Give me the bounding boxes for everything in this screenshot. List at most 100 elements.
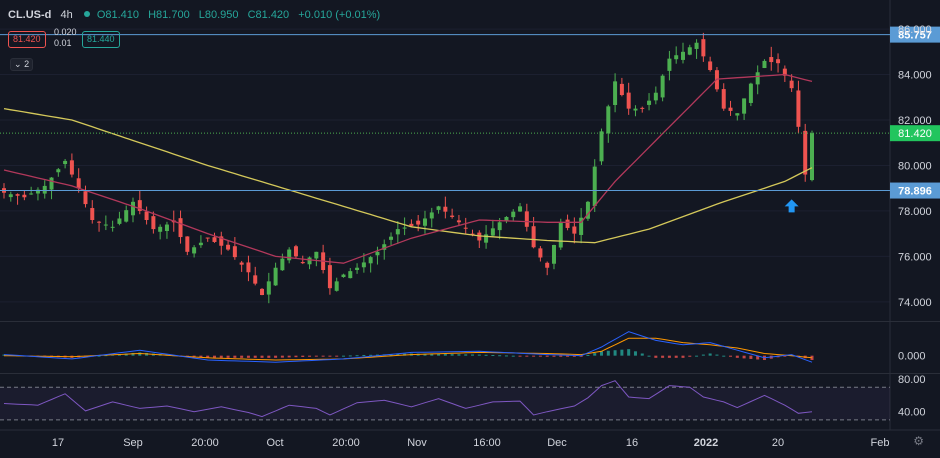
timeframe-label[interactable]: 4h	[60, 9, 73, 21]
macd-histogram-bar	[742, 355, 746, 359]
candle-body	[260, 288, 265, 295]
candle-body	[755, 72, 760, 85]
candle-body	[558, 222, 563, 248]
macd-histogram-bar	[518, 355, 522, 357]
candle-body	[742, 98, 747, 114]
ma-slow-line	[3, 107, 813, 244]
gear-icon[interactable]: ⚙	[913, 434, 924, 448]
candle-body	[721, 89, 726, 109]
macd-histogram-bar	[620, 349, 624, 356]
candle-body	[151, 216, 156, 230]
candle-body	[198, 242, 203, 246]
candle-body	[422, 218, 427, 226]
macd-histogram-bar	[226, 355, 230, 358]
candle-body	[565, 219, 570, 228]
macd-histogram-bar	[375, 354, 379, 356]
macd-histogram-bar	[600, 351, 604, 356]
candle-body	[667, 58, 672, 71]
candle-body	[239, 262, 244, 265]
macd-histogram-bar	[2, 354, 6, 356]
candle-body	[280, 258, 285, 271]
time-tick-label: Feb	[871, 437, 890, 449]
buy-button[interactable]: 81.440	[82, 31, 120, 48]
macd-histogram-bar	[287, 355, 291, 358]
candle-body	[307, 257, 312, 265]
candle-body	[29, 193, 34, 195]
candle-body	[192, 247, 197, 254]
collapse-indicators-button[interactable]: ⌄ 2	[10, 58, 34, 71]
candle-body	[212, 237, 217, 242]
up-arrow-icon	[784, 199, 799, 213]
candle-body	[633, 108, 638, 111]
candle-body	[137, 200, 142, 211]
macd-histogram-bar	[294, 355, 298, 358]
macd-pane	[2, 331, 814, 363]
macd-histogram-bar	[253, 355, 257, 358]
macd-histogram-bar	[525, 355, 529, 357]
candle-body	[69, 160, 74, 175]
macd-histogram-bar	[301, 355, 305, 357]
macd-histogram-bar	[722, 355, 726, 357]
candle-body	[124, 210, 129, 222]
candle-body	[35, 189, 40, 194]
macd-histogram-bar	[192, 355, 196, 357]
time-tick-label: 20	[772, 437, 784, 449]
candles	[2, 32, 814, 304]
macd-axis-label: 0.000	[898, 351, 926, 363]
candle-body	[443, 206, 448, 212]
candle-body	[524, 211, 529, 227]
candle-body	[490, 228, 495, 236]
candle-body	[110, 226, 115, 228]
price-tick-label: 76.000	[898, 251, 932, 263]
candle-body	[436, 206, 441, 210]
candle-body	[205, 237, 210, 239]
sell-button[interactable]: 81.420	[8, 31, 46, 48]
last-price-label: 81.420	[898, 128, 932, 140]
macd-histogram-bar	[260, 355, 264, 358]
time-tick-label: 16	[626, 437, 638, 449]
macd-histogram-bar	[606, 350, 610, 356]
candle-body	[131, 201, 136, 216]
macd-histogram-bar	[559, 355, 563, 357]
macd-histogram-bar	[430, 353, 434, 356]
macd-histogram-bar	[280, 355, 284, 358]
macd-histogram-bar	[729, 355, 733, 357]
macd-histogram-bar	[389, 354, 393, 356]
time-tick-label: Dec	[547, 437, 567, 449]
close-value: C81.420	[247, 9, 290, 21]
candle-body	[42, 185, 47, 194]
candle-body	[164, 224, 169, 232]
macd-histogram-bar	[538, 355, 542, 357]
macd-histogram-bar	[212, 355, 216, 358]
candle-body	[687, 47, 692, 55]
macd-histogram-bar	[267, 355, 271, 358]
horizontal-line-tag	[890, 182, 940, 199]
indicator-count: 2	[24, 59, 30, 69]
candle-body	[810, 133, 814, 181]
horizontal-lines[interactable]: 85.757 78.896 81.420	[0, 26, 940, 213]
macd-histogram-bar	[138, 352, 142, 356]
candle-body	[680, 51, 685, 60]
macd-histogram-bar	[341, 355, 345, 357]
macd-histogram-bar	[437, 353, 441, 356]
macd-histogram-bar	[613, 350, 617, 356]
horizontal-line-tag	[890, 26, 940, 43]
macd-histogram-bar	[491, 355, 495, 357]
time-tick-label: Oct	[266, 437, 283, 449]
time-tick-label: 20:00	[191, 437, 219, 449]
candle-body	[103, 224, 108, 226]
axes: 86.000 84.000 82.000 80.000 78.000 76.000 74.0…	[52, 24, 932, 449]
macd-histogram-bar	[532, 355, 536, 357]
symbol-label[interactable]: CL.US-d	[8, 9, 52, 21]
candle-body	[748, 83, 753, 103]
candle-body	[429, 212, 434, 219]
rsi-tick-label: 40.00	[898, 407, 926, 419]
candle-body	[769, 57, 774, 63]
candle-body	[803, 130, 808, 175]
macd-histogram-bar	[572, 355, 576, 357]
candle-body	[701, 39, 706, 57]
macd-histogram-bar	[749, 355, 753, 359]
macd-histogram-bar	[654, 355, 658, 358]
price-tick-label: 86.000	[898, 24, 932, 36]
